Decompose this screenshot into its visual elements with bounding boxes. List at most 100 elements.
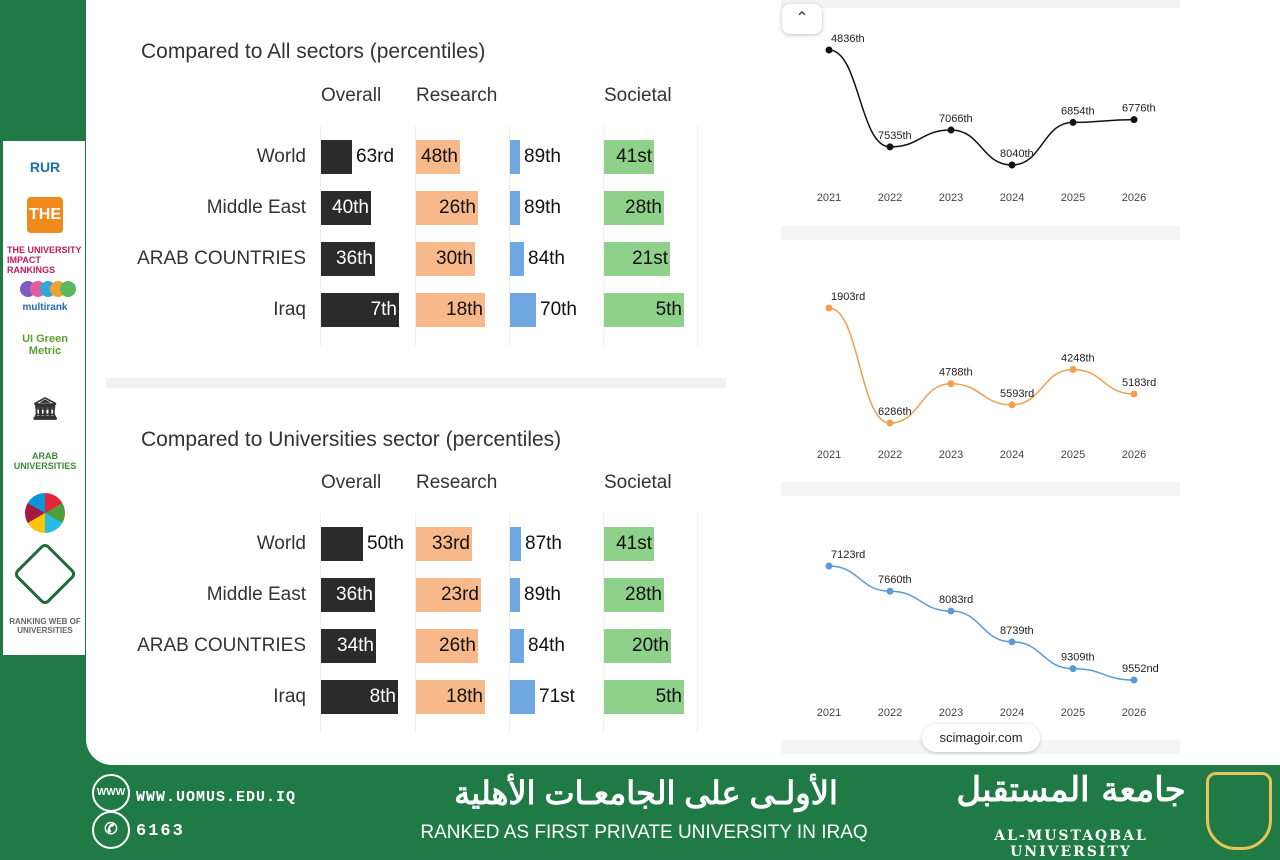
overall-bar [321, 578, 375, 612]
series-line [828, 307, 1135, 424]
year-tick-label: 2026 [1122, 192, 1146, 204]
chart-overall-trend: 4836th 2021 7535th 2022 7066th 2023 8040th 2024… [817, 33, 1156, 204]
row-label: Middle East [206, 197, 306, 218]
source-badge[interactable]: scimagoir.com [922, 724, 1040, 752]
arab-universities-logo: ARAB UNIVERSITIES [13, 451, 77, 471]
year-tick-label: 2021 [817, 449, 841, 461]
data-label: 4248th [1061, 353, 1095, 365]
chart-separator-1 [781, 226, 1180, 240]
the-logo: THE [7, 197, 83, 237]
innovation-bar [510, 578, 520, 612]
year-tick-label: 2024 [1000, 707, 1024, 719]
data-label: 8040th [1000, 148, 1034, 160]
data-label: 8083rd [939, 594, 973, 606]
phone-number: 6163 [136, 822, 185, 841]
societal-bar [604, 293, 684, 327]
year-tick-label: 2026 [1122, 449, 1146, 461]
overall-value: 8th [369, 686, 396, 707]
societal-value: 20th [632, 635, 669, 656]
innovation-value: 89th [524, 584, 561, 605]
data-label: 9309th [1061, 652, 1095, 664]
data-label: 6776th [1122, 103, 1156, 115]
research-bar [416, 527, 472, 561]
scroll-up-button[interactable]: ⌃ [782, 4, 822, 34]
innovation-bar [510, 527, 521, 561]
data-label: 9552nd [1122, 663, 1159, 675]
data-point [825, 46, 833, 54]
chart-top-strip [781, 0, 1180, 8]
grid-line [415, 126, 416, 346]
societal-bar [604, 629, 671, 663]
year-tick-label: 2022 [878, 707, 902, 719]
all-sectors-title: Compared to All sectors (percentiles) [141, 40, 486, 63]
societal-value: 5th [655, 299, 682, 320]
innovation-bar [510, 629, 524, 663]
innovation-bar [510, 140, 520, 174]
overall-value: 36th [336, 584, 373, 605]
overall-value: 36th [336, 248, 373, 269]
row-label: ARAB COUNTRIES [137, 248, 306, 269]
innovation-value: 84th [528, 248, 565, 269]
year-tick-label: 2022 [878, 192, 902, 204]
year-tick-label: 2025 [1061, 449, 1085, 461]
english-headline: RANKED AS FIRST PRIVATE UNIVERSITY IN IR… [420, 822, 868, 843]
chart-societal-trend: 7123rd 2021 7660th 2022 8083rd 2023 8739th 2024… [817, 549, 1159, 719]
row-label: World [256, 146, 306, 167]
innovation-bar [510, 293, 536, 327]
grid-line [415, 513, 416, 733]
societal-bar [604, 680, 684, 714]
sdg-goals-logo [7, 493, 83, 539]
societal-value: 28th [625, 197, 662, 218]
data-label: 4788th [939, 367, 973, 379]
overall-bar [321, 680, 398, 714]
data-point [1008, 638, 1016, 646]
col-research: Research [416, 85, 498, 106]
data-label: 6286th [878, 406, 912, 418]
row-label: World [256, 533, 306, 554]
grid-line [320, 126, 321, 346]
societal-value: 5th [655, 686, 682, 707]
year-tick-label: 2026 [1122, 707, 1146, 719]
research-value: 48th [421, 146, 458, 167]
website-url[interactable]: WWW.UOMUS.EDU.IQ [136, 789, 297, 806]
overall-bar [321, 629, 376, 663]
data-label: 7123rd [831, 549, 865, 561]
innovation-bar [510, 680, 535, 714]
research-value: 26th [439, 635, 476, 656]
innovation-value: 87th [525, 533, 562, 554]
innovation-value: 70th [540, 299, 577, 320]
year-tick-label: 2022 [878, 449, 902, 461]
year-tick-label: 2021 [817, 192, 841, 204]
the-impact-logo: THE UNIVERSITY IMPACT RANKINGS [7, 245, 82, 275]
data-label: 4836th [831, 33, 865, 45]
data-point [1069, 665, 1077, 673]
research-bar [416, 578, 481, 612]
innovation-value: 84th [528, 635, 565, 656]
data-point [886, 587, 894, 595]
year-tick-label: 2025 [1061, 192, 1085, 204]
grid-line [603, 126, 604, 346]
chart-separator-2 [781, 482, 1180, 496]
ranking-logos-strip: RUR THE THE UNIVERSITY IMPACT RANKINGS m… [3, 141, 85, 655]
year-tick-label: 2025 [1061, 707, 1085, 719]
year-tick-label: 2023 [939, 707, 963, 719]
societal-value: 41st [616, 533, 652, 554]
rur-logo: RUR [29, 159, 61, 175]
year-tick-label: 2021 [817, 707, 841, 719]
overall-value: 7th [370, 299, 397, 320]
multirank-logo: multirank [7, 281, 83, 323]
grid-line [697, 126, 698, 346]
phone-icon: ✆ [92, 811, 130, 849]
row-label: Iraq [273, 299, 306, 320]
data-label: 8739th [1000, 625, 1034, 637]
research-value: 33rd [431, 533, 470, 554]
research-bar [416, 242, 475, 276]
grid-line [320, 513, 321, 733]
data-label: 5183rd [1122, 377, 1156, 389]
societal-value: 21st [632, 248, 668, 269]
data-point [1130, 676, 1138, 684]
arabic-headline: الأولـى على الجامعـات الأهلية [454, 775, 838, 811]
research-bar [416, 680, 485, 714]
societal-value: 41st [616, 146, 652, 167]
universities-sector-title: Compared to Universities sector (percent… [141, 428, 562, 451]
